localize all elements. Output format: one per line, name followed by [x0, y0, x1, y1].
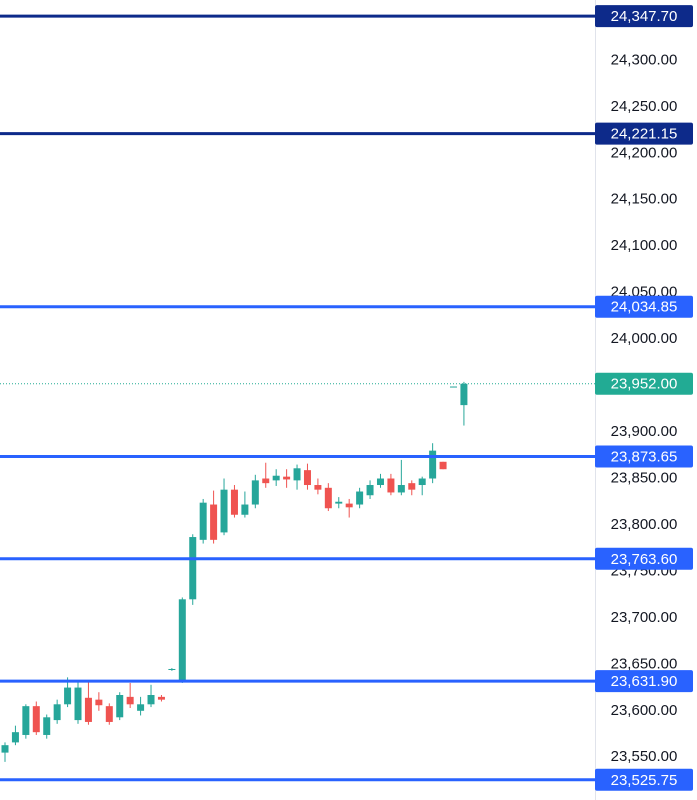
y-tick-label: 23,600.00 — [611, 702, 678, 719]
candle-body — [220, 489, 228, 533]
y-tick-label: 24,100.00 — [611, 237, 678, 254]
level-label: 23,631.90 — [611, 673, 678, 690]
candle-body — [356, 491, 364, 505]
level-label: 24,347.70 — [611, 8, 678, 25]
candle-body — [64, 687, 72, 705]
last-price-box — [595, 372, 693, 395]
level-label-box — [595, 5, 693, 28]
candle-body — [251, 480, 259, 505]
candle-body — [105, 706, 113, 722]
candle-body — [32, 706, 40, 733]
candle-body — [210, 504, 218, 540]
y-tick-label: 23,800.00 — [611, 516, 678, 533]
candle-body — [345, 503, 353, 508]
level-label: 23,763.60 — [611, 551, 678, 568]
y-tick-label: 23,650.00 — [611, 655, 678, 672]
y-tick-label: 24,250.00 — [611, 98, 678, 115]
candle-body — [126, 696, 134, 705]
candle-body — [11, 732, 19, 743]
y-tick-label: 24,150.00 — [611, 191, 678, 208]
candle-body — [189, 537, 197, 600]
level-label: 23,873.65 — [611, 449, 678, 466]
candle-body — [335, 501, 343, 504]
candle-body — [230, 489, 238, 515]
level-label-box — [595, 445, 693, 468]
candle-body — [439, 461, 447, 470]
y-tick-label: 23,550.00 — [611, 748, 678, 765]
candle-body — [408, 483, 416, 490]
candle-body — [43, 717, 51, 735]
level-label: 24,034.85 — [611, 299, 678, 316]
candle-body — [293, 468, 301, 481]
candle-body — [157, 696, 165, 700]
y-tick-label: 23,850.00 — [611, 469, 678, 486]
candle-body — [397, 485, 405, 493]
level-label: 24,221.15 — [611, 126, 678, 143]
candle-body — [449, 386, 457, 388]
y-tick-label: 24,000.00 — [611, 330, 678, 347]
candle-body — [366, 485, 374, 496]
candle-body — [283, 476, 291, 480]
candle-body — [137, 704, 145, 711]
candle-body — [303, 470, 311, 486]
candle-body — [53, 704, 61, 721]
candle-body — [22, 706, 30, 735]
candle-body — [241, 504, 249, 515]
candle-body — [178, 599, 186, 681]
candle-body — [262, 478, 270, 484]
candle-body — [429, 450, 437, 479]
candle-body — [460, 383, 468, 406]
level-label-box — [595, 295, 693, 318]
candle-body — [95, 699, 103, 706]
y-tick-label: 24,300.00 — [611, 51, 678, 68]
y-tick-label: 24,200.00 — [611, 144, 678, 161]
candle-body — [147, 695, 155, 705]
candle-body — [1, 745, 9, 753]
last-price-label: 23,952.00 — [611, 376, 678, 393]
candle-body — [376, 478, 384, 486]
candle-body — [199, 502, 207, 540]
level-label-box — [595, 768, 693, 791]
level-label-box — [595, 547, 693, 570]
candle-body — [418, 478, 426, 486]
candle-body — [74, 687, 82, 721]
level-label-box — [595, 122, 693, 145]
y-tick-label: 23,900.00 — [611, 423, 678, 440]
candle-body — [84, 697, 92, 722]
level-label-box — [595, 670, 693, 693]
y-tick-label: 23,700.00 — [611, 609, 678, 626]
candle-body — [168, 668, 176, 670]
candle-body — [314, 485, 322, 490]
level-label: 23,525.75 — [611, 772, 678, 789]
candle-body — [116, 695, 124, 718]
candle-body — [324, 487, 332, 509]
candle-body — [387, 478, 395, 493]
candle-body — [272, 475, 280, 481]
